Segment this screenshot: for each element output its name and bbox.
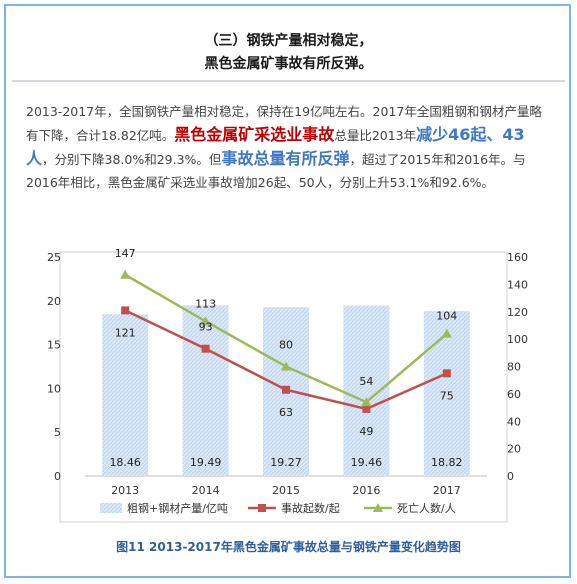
deaths-value-label: 147: [115, 247, 136, 260]
para-highlight-red: 黑色金属矿采选业事故: [174, 125, 335, 144]
divider: [12, 80, 565, 82]
category-label: 2013: [111, 484, 139, 497]
bar: [343, 305, 390, 476]
deaths-value-label: 104: [436, 310, 457, 323]
bar-value-label: 18.46: [109, 456, 141, 469]
right-tick-label: 0: [507, 470, 514, 483]
deaths-point: [200, 316, 211, 326]
accidents-point: [442, 369, 451, 378]
deaths-value-label: 54: [359, 375, 373, 388]
para-text-1: 2013-2017年，全国钢铁产量相对稳定，保持在19亿吨左右。2017年全国粗…: [26, 104, 542, 143]
deaths-point: [120, 269, 131, 279]
accidents-value-label: 63: [279, 406, 293, 419]
legend-deaths-marker: [373, 503, 383, 512]
deaths-value-label: 113: [195, 297, 216, 310]
accidents-value-label: 121: [115, 326, 136, 339]
para-text-2: 总量比2013年: [334, 128, 417, 143]
left-tick-label: 25: [47, 251, 61, 264]
legend-bar-label: 粗钢+钢材产量/亿吨: [127, 501, 228, 515]
section-heading-line2: 黑色金属矿事故有所反弹。: [204, 56, 373, 72]
right-tick-label: 140: [507, 278, 528, 291]
para-text-4: ，超过了2015年和2016年。与2016年相比，黑色金属矿采选业事故增加26起…: [26, 152, 526, 190]
section-heading-line1: （三）钢铁产量相对稳定，: [204, 33, 373, 49]
category-label: 2017: [433, 484, 461, 497]
figure-caption: 图11 2013-2017年黑色金属矿事故总量与钢铁产量变化趋势图: [116, 540, 461, 554]
deaths-point: [361, 397, 372, 407]
left-tick-label: 10: [47, 382, 61, 395]
accidents-point: [362, 404, 371, 413]
legend-accidents-label: 事故起数/起: [281, 501, 340, 515]
para-text-3: ，分别下降38.0%和29.3%。但: [42, 152, 222, 167]
accidents-point: [201, 344, 210, 353]
right-tick-label: 20: [507, 443, 521, 456]
legend-deaths-label: 死亡人数/人: [397, 501, 456, 515]
right-tick-label: 80: [507, 361, 521, 374]
left-tick-label: 20: [47, 295, 61, 308]
legend-accidents-marker: [258, 504, 266, 512]
bar: [423, 311, 470, 476]
category-label: 2014: [192, 484, 220, 497]
deaths-point: [281, 361, 291, 371]
deaths-value-label: 80: [279, 339, 293, 352]
category-label: 2016: [352, 484, 380, 497]
right-tick-label: 60: [507, 388, 521, 401]
right-tick-label: 100: [507, 333, 528, 346]
para-highlight-blue-2: 事故总量有所反弹: [221, 149, 350, 168]
bar-value-label: 18.82: [431, 456, 463, 469]
bar: [102, 314, 149, 476]
category-label: 2015: [272, 484, 300, 497]
bar-value-label: 19.49: [190, 456, 222, 469]
accidents-point: [282, 385, 290, 394]
chart-border: [59, 251, 508, 523]
left-tick-label: 0: [54, 470, 61, 483]
content-frame: [4, 4, 571, 578]
bar-value-label: 19.46: [351, 456, 383, 469]
accidents-value-label: 93: [199, 321, 213, 334]
accidents-value-label: 49: [359, 425, 373, 438]
left-tick-label: 5: [54, 426, 61, 439]
left-tick-label: 15: [47, 339, 61, 352]
bar: [182, 305, 229, 476]
right-tick-label: 40: [507, 415, 521, 428]
right-tick-label: 120: [507, 306, 528, 319]
para-highlight-blue-1: 减少46起、43人: [26, 125, 525, 168]
deaths-point: [441, 328, 452, 338]
accidents-point: [121, 306, 130, 315]
bar-value-label: 19.27: [270, 456, 302, 469]
accidents-value-label: 75: [440, 389, 454, 402]
legend-bar-swatch: [100, 503, 122, 513]
summary-paragraph: 2013-2017年，全国钢铁产量相对稳定，保持在19亿吨左右。2017年全国粗…: [26, 100, 551, 194]
right-tick-label: 160: [507, 251, 528, 264]
